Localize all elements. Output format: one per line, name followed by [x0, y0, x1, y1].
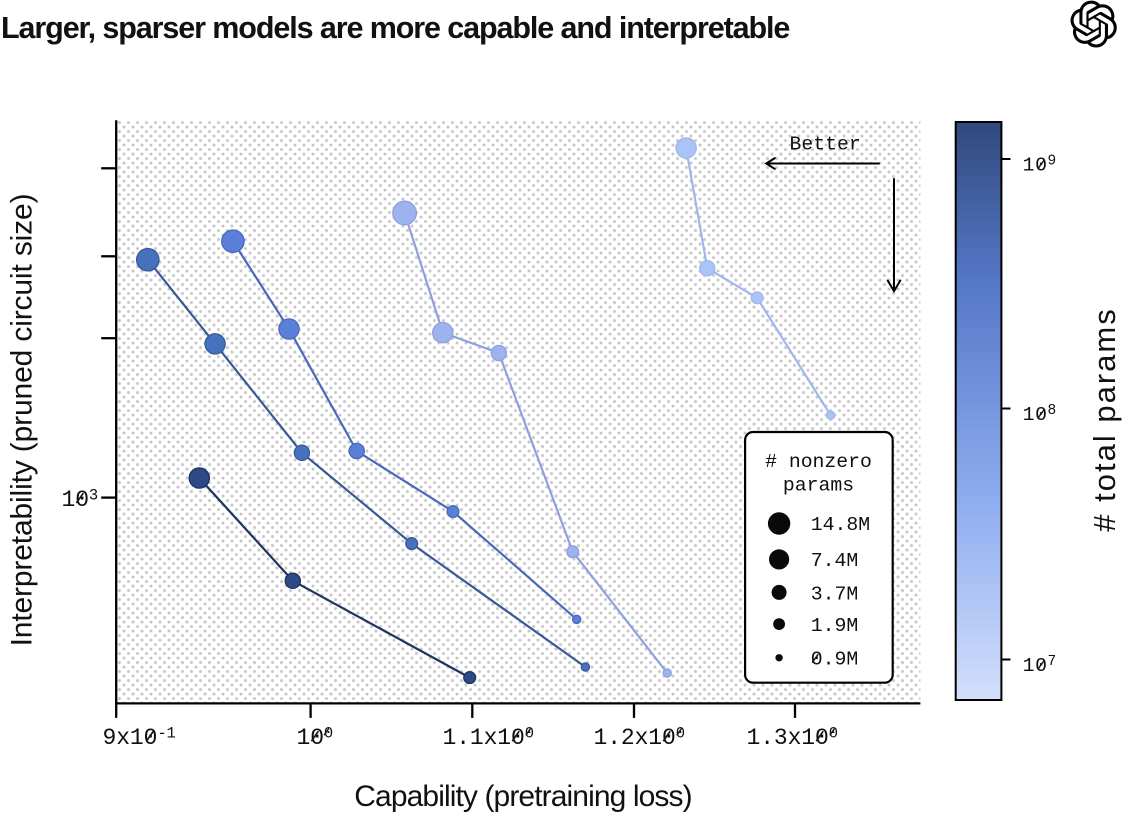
svg-text:# total params: # total params: [1087, 307, 1122, 531]
svg-text:Capability (pretraining loss): Capability (pretraining loss): [354, 780, 691, 813]
svg-text:1.2x100: 1.2x100: [594, 725, 685, 752]
svg-text:103: 103: [62, 487, 99, 514]
svg-text:14.8M: 14.8M: [811, 514, 870, 536]
svg-text:Better: Better: [790, 134, 861, 156]
svg-text:1.9M: 1.9M: [811, 615, 858, 637]
svg-text:3.7M: 3.7M: [811, 583, 858, 605]
svg-text:params: params: [783, 475, 854, 497]
svg-text:Interpretability (pruned circu: Interpretability (pruned circuit size): [6, 194, 39, 647]
svg-text:7.4M: 7.4M: [811, 550, 858, 572]
svg-text:1.3x100: 1.3x100: [747, 725, 838, 752]
svg-text:Larger, sparser models are mor: Larger, sparser models are more capable …: [1, 11, 789, 45]
svg-text:0.9M: 0.9M: [811, 649, 858, 671]
svg-text:1.1x100: 1.1x100: [443, 725, 534, 752]
svg-text:# nonzero: # nonzero: [765, 451, 872, 473]
